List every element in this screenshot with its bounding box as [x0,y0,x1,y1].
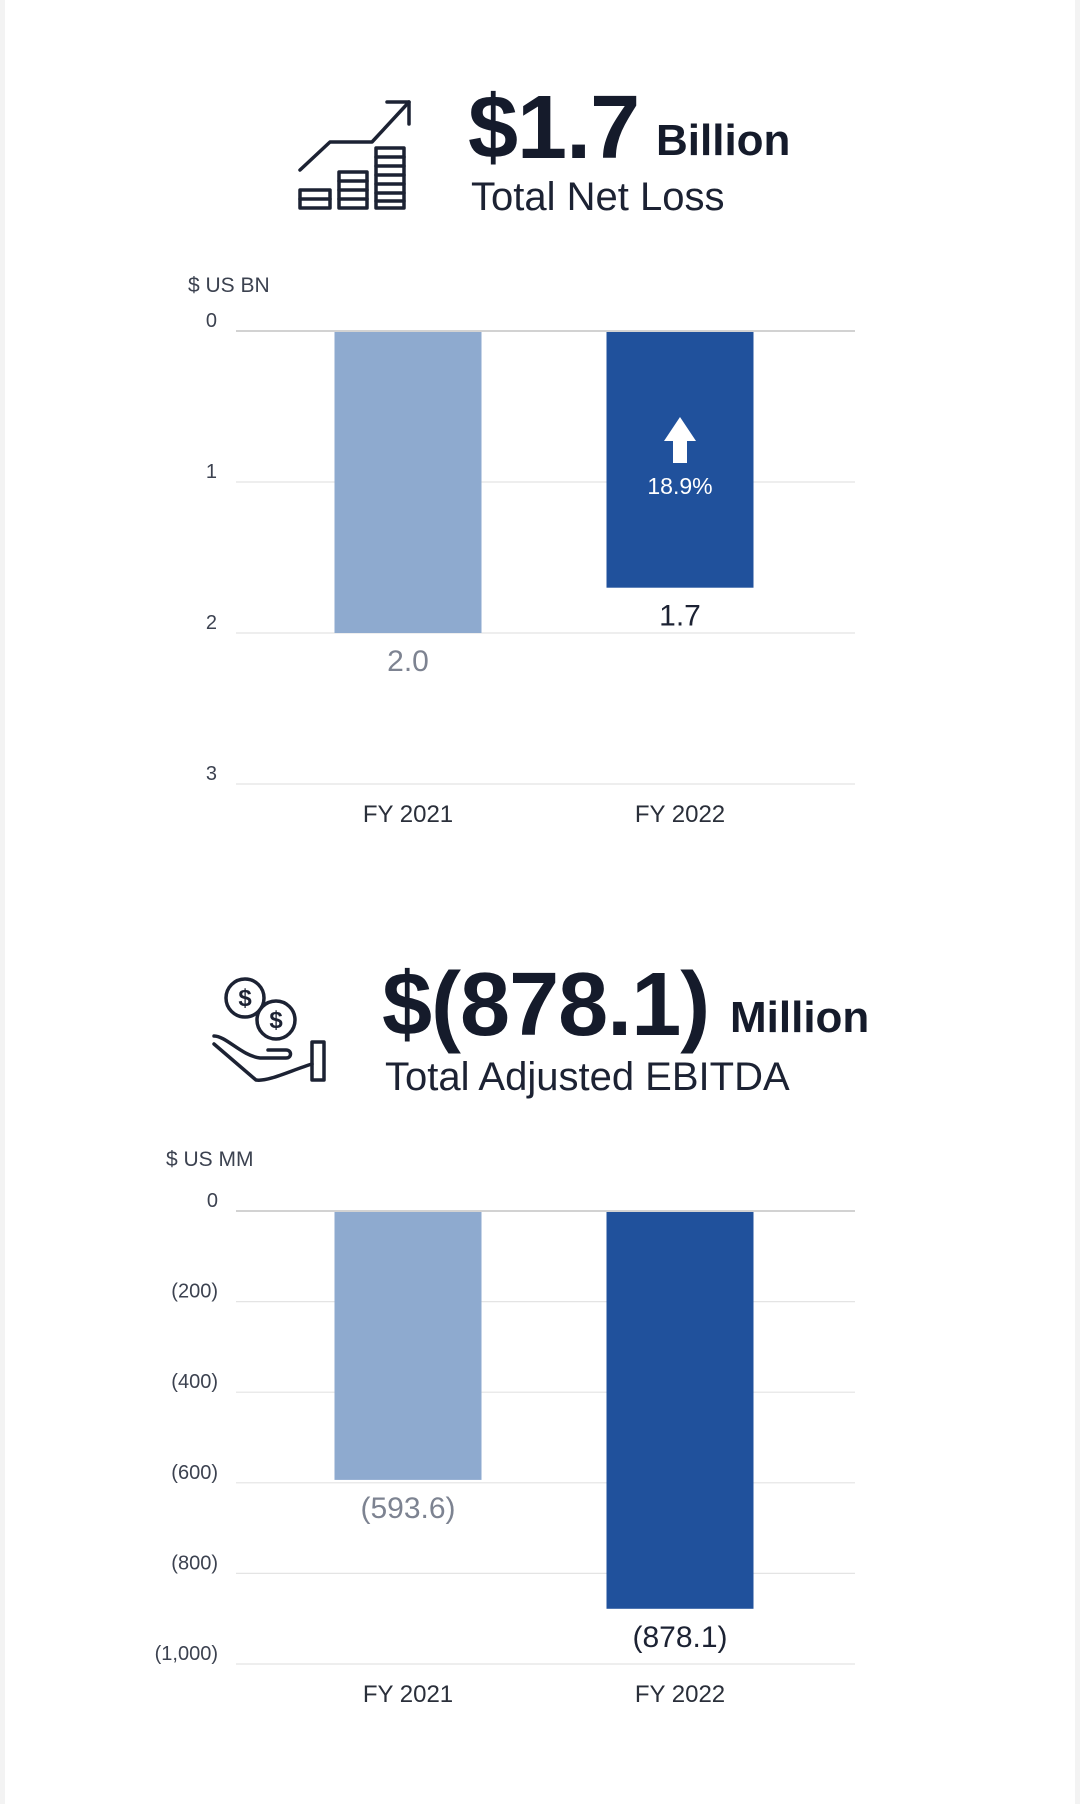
ebitda-bar-fy2022 [606,1212,754,1609]
net-loss-tick-label: 3 [206,763,217,785]
net-loss-unit-label: $ US BN [188,274,270,297]
growth-chart-icon [297,98,413,214]
ebitda-category-label: FY 2021 [363,1681,453,1708]
net-loss-bar-fy2021 [334,332,482,633]
ebitda-tick-label: 0 [207,1190,218,1212]
ebitda-value-label: (593.6) [360,1492,455,1525]
svg-text:$: $ [238,985,252,1012]
ebitda-unit: Million [730,993,870,1042]
money-hand-icon: $ $ [212,976,326,1088]
arrow-up-icon [664,417,696,463]
ebitda-chart: $ US MM 0 (200) (400) (600) (800) (1,000) (593.… [155,1148,855,1708]
ebitda-bar-fy2021 [334,1212,482,1480]
ebitda-unit-label: $ US MM [166,1148,254,1171]
ebitda-tick-label: (600) [171,1462,218,1484]
ebitda-tick-label: (800) [171,1552,218,1574]
net-loss-amount: $1.7 [468,78,640,178]
net-loss-label: Total Net Loss [471,175,725,219]
ebitda-label: Total Adjusted EBITDA [385,1055,790,1099]
change-percent-label: 18.9% [647,473,712,499]
net-loss-tick-label: 2 [206,612,217,634]
net-loss-value-label: 1.7 [659,600,701,633]
net-loss-category-label: FY 2022 [635,801,725,828]
net-loss-chart: $ US BN 0 1 2 3 2.0 FY 2021 1.7 FY 2022 18.9% [188,274,855,828]
ebitda-category-label: FY 2022 [635,1681,725,1708]
net-loss-tick-label: 1 [206,461,217,483]
net-loss-tick-label: 0 [206,310,217,332]
ebitda-value-label: (878.1) [632,1621,727,1654]
ebitda-tick-label: (1,000) [155,1643,218,1665]
ebitda-tick-label: (400) [171,1371,218,1393]
net-loss-value-label: 2.0 [387,645,429,678]
net-loss-category-label: FY 2021 [363,801,453,828]
ebitda-tick-label: (200) [171,1281,218,1303]
page-panel [5,0,1075,1804]
ebitda-amount: $(878.1) [382,955,710,1055]
net-loss-unit: Billion [656,116,791,165]
svg-text:$: $ [269,1007,283,1034]
